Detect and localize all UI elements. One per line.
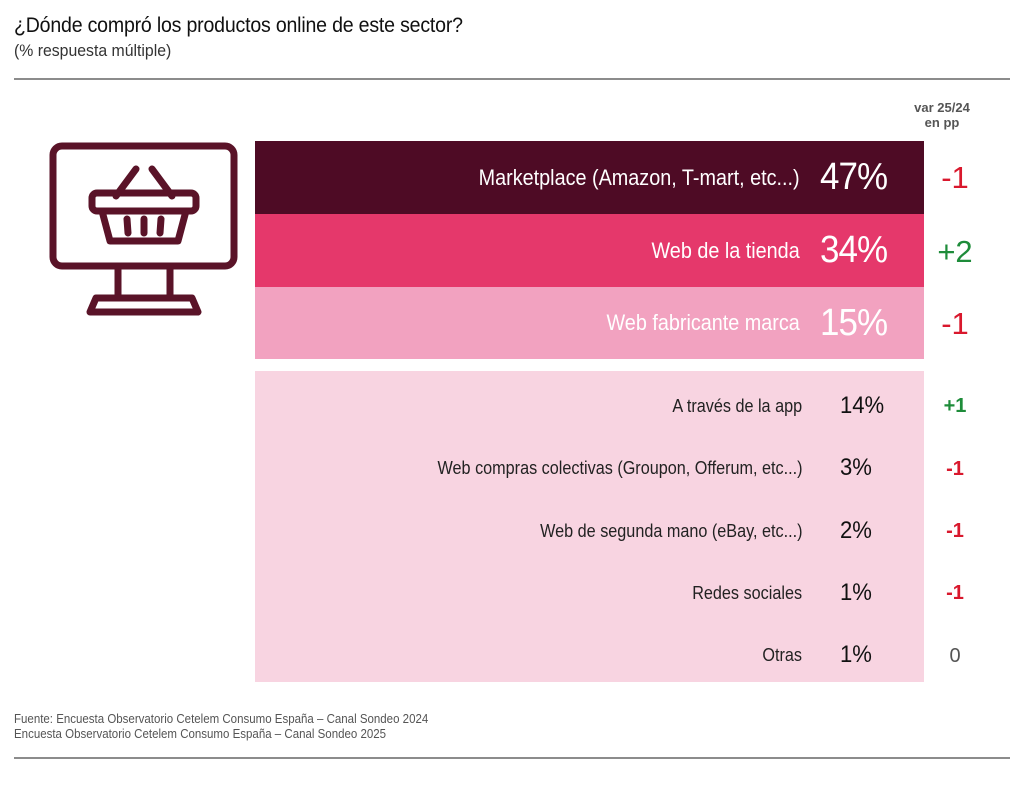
variation-value: -1 (946, 520, 964, 542)
secondary-categories-panel (255, 371, 924, 682)
basket-rim-shape (88, 189, 200, 215)
category-value: 34% (820, 229, 888, 271)
variation-header-line1: var 25/24 (914, 100, 970, 115)
variation-value: 0 (949, 645, 961, 667)
monitor-neck-shape (114, 262, 174, 302)
category-label: Web compras colectivas (Groupon, Offerum… (437, 457, 802, 478)
variation-value: +2 (937, 234, 973, 269)
category-label: Otras (762, 644, 802, 665)
category-label: Web de segunda mano (eBay, etc...) (539, 520, 802, 541)
variation-value: -1 (941, 160, 969, 195)
category-row-otras: Otras 1% (255, 635, 924, 675)
category-value: 47% (820, 156, 888, 198)
category-value: 1% (840, 641, 872, 668)
top-divider (14, 78, 1010, 80)
chart-subtitle: (% respuesta múltiple) (14, 41, 172, 60)
category-band-marketplace: Marketplace (Amazon, T-mart, etc...) 47% (255, 141, 924, 214)
variation-value: -1 (941, 306, 969, 341)
category-band-web-fabricante: Web fabricante marca 15% (255, 287, 924, 359)
variation-column-header: var 25/24 en pp (912, 100, 972, 130)
category-row-segunda-mano: Web de segunda mano (eBay, etc...) 2% (255, 511, 924, 551)
source-line-2: Encuesta Observatorio Cetelem Consumo Es… (14, 727, 387, 741)
monitor-screen-shape (49, 142, 238, 270)
monitor-base-shape (86, 294, 202, 316)
category-label: Redes sociales (692, 582, 802, 603)
category-value: 2% (840, 517, 872, 544)
basket-slats-shape (123, 215, 165, 237)
category-label: A través de la app (672, 395, 802, 416)
source-line-1: Fuente: Encuesta Observatorio Cetelem Co… (14, 712, 429, 726)
basket-body-shape (98, 207, 190, 245)
variation-header-line2: en pp (924, 115, 960, 130)
variation-value: -1 (946, 458, 964, 480)
category-value: 1% (840, 579, 872, 606)
variation-value: +1 (943, 395, 967, 417)
chart-title: ¿Dónde compró los productos online de es… (14, 14, 463, 37)
variation-value: -1 (946, 582, 964, 604)
category-row-redes-sociales: Redes sociales 1% (255, 573, 924, 613)
category-value: 15% (820, 301, 888, 344)
category-label: Web de la tienda (651, 237, 800, 263)
category-label: Marketplace (Amazon, T-mart, etc...) (479, 164, 800, 190)
category-band-web-tienda: Web de la tienda 34% (255, 214, 924, 287)
bottom-divider (14, 757, 1010, 759)
category-value: 3% (840, 454, 872, 481)
category-value: 14% (840, 392, 885, 419)
category-label: Web fabricante marca (606, 310, 800, 335)
category-row-compras-colectivas: Web compras colectivas (Groupon, Offerum… (255, 448, 924, 488)
computer-shopping-basket-icon (49, 142, 238, 316)
source-note: Fuente: Encuesta Observatorio Cetelem Co… (14, 712, 428, 742)
category-row-app: A través de la app 14% (255, 386, 924, 426)
